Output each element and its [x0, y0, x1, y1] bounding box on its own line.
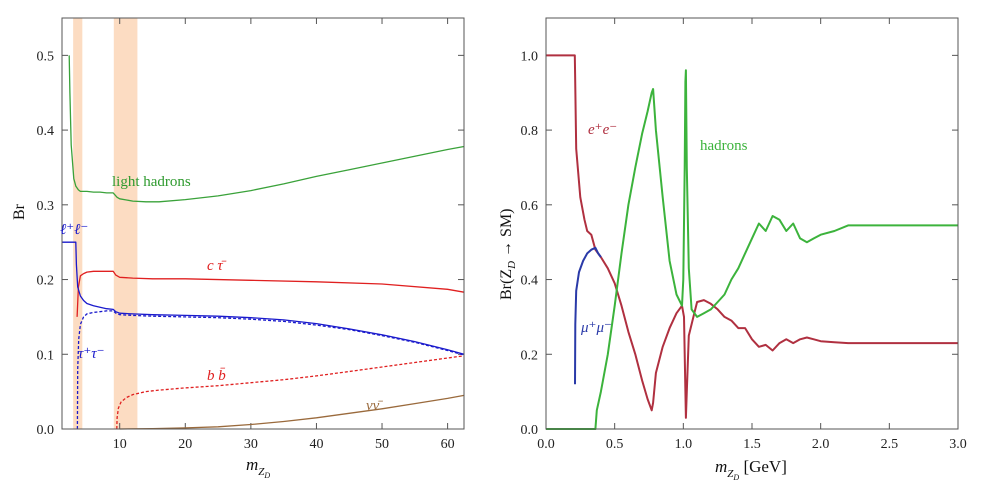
left-x-tick-label: 60 [441, 437, 455, 452]
left-series-line-5 [119, 394, 465, 430]
left-series [62, 55, 465, 430]
left-plot-frame [61, 17, 465, 430]
left-shaded-band-1 [113, 18, 138, 429]
left-shaded-band-0 [73, 18, 83, 429]
right-x-tick-label: 0.5 [606, 437, 624, 452]
label-c-tau: c τ̄ [207, 258, 227, 274]
label-b-bbar: b b̄ [207, 368, 226, 384]
label-mumu: μ⁺μ⁻ [580, 320, 612, 336]
right-axes: 0.0 0.5 1.0 1.5 2.0 2.5 3.0 0.0 0.2 0.4 0.6 0.8 1.0 [521, 18, 967, 452]
right-series-line-2 [546, 69, 958, 430]
left-series-line-1 [76, 270, 465, 317]
left-x-tick-label: 40 [309, 437, 323, 452]
left-x-tick-label: 50 [375, 437, 389, 452]
right-x-tick-label: 2.5 [881, 437, 899, 452]
left-x-tick-label: 30 [244, 437, 258, 452]
left-y-tick-label: 0.0 [37, 423, 55, 438]
label-tau-tau: τ⁺τ⁻ [78, 346, 105, 362]
left-y-tick-label: 0.2 [37, 274, 55, 289]
left-y-tick-label: 0.4 [37, 124, 55, 139]
right-panel: 0.0 0.5 1.0 1.5 2.0 2.5 3.00.00.20.40.60.81.0 … [498, 17, 967, 482]
right-y-tick-label: 0.4 [521, 274, 539, 289]
left-x-axis-title: mZD [246, 455, 270, 480]
right-x-axis-title: mZD [GeV] [715, 457, 787, 482]
right-y-tick-label: 1.0 [521, 49, 539, 64]
right-x-tick-label: 2.0 [812, 437, 830, 452]
right-y-tick-label: 0.2 [521, 348, 539, 363]
right-plot-frame [545, 17, 959, 430]
left-x-tick-label: 20 [178, 437, 192, 452]
label-hadrons: hadrons [700, 138, 748, 154]
left-shaded-bands [73, 18, 138, 429]
left-y-tick-label: 0.1 [37, 348, 55, 363]
left-y-axis-title: Br [11, 203, 28, 220]
left-x-tick-label: 10 [113, 437, 127, 452]
left-panel: 10 20 30 40 50 60 0.0 0.1 0.2 0.3 0.4 0.5 light had… [11, 17, 465, 480]
left-y-tick-label: 0.5 [37, 49, 55, 64]
label-nu-nubar: νν̄ [366, 398, 383, 414]
right-x-tick-label: 1.5 [743, 437, 761, 452]
label-ee: e⁺e⁻ [588, 122, 617, 138]
left-axes: 10 20 30 40 50 60 0.0 0.1 0.2 0.3 0.4 0.5 [37, 18, 464, 452]
right-y-tick-label: 0.0 [521, 423, 539, 438]
right-x-tick-label: 1.0 [675, 437, 693, 452]
left-y-tick-label: 0.3 [37, 199, 55, 214]
label-light-hadrons: light hadrons [112, 174, 191, 190]
right-x-tick-label: 0.0 [537, 437, 555, 452]
right-y-tick-label: 0.6 [521, 199, 539, 214]
right-series-line-1 [574, 246, 602, 385]
left-series-line-0 [68, 55, 465, 203]
right-x-tick-label: 3.0 [949, 437, 967, 452]
left-series-line-4 [116, 355, 465, 430]
right-y-tick-label: 0.8 [521, 124, 539, 139]
left-series-line-2 [62, 241, 465, 355]
left-series-line-3 [76, 310, 465, 430]
right-y-axis-title: Br(ZD → SM) [498, 208, 518, 300]
right-series [546, 54, 958, 430]
label-l-plus-l-minus: ℓ⁺ℓ⁻ [60, 222, 88, 238]
